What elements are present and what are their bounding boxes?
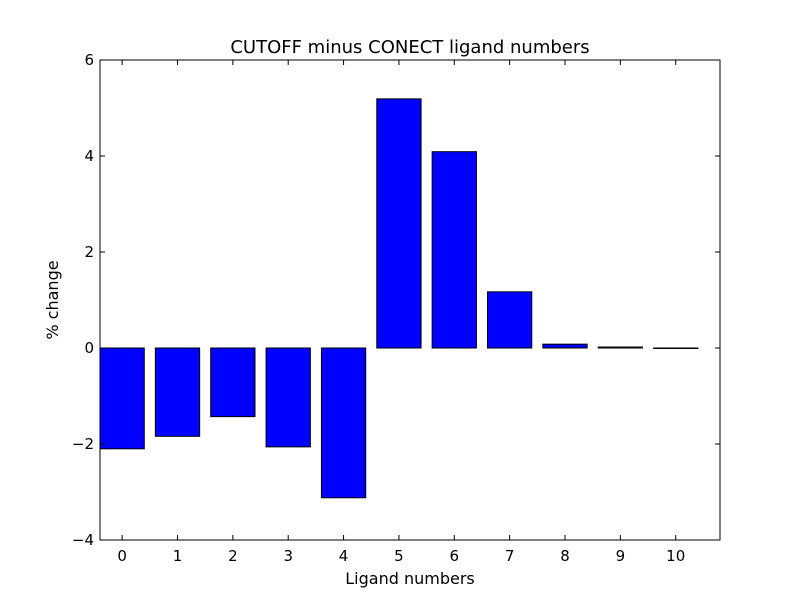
y-axis-label: % change <box>43 260 62 339</box>
x-axis-label: Ligand numbers <box>345 569 474 588</box>
x-tick-label: 3 <box>283 547 293 565</box>
bars-group <box>99 98 699 499</box>
y-tick-label: −4 <box>72 531 94 549</box>
x-tick-label: 9 <box>616 547 626 565</box>
x-tick-label: 6 <box>450 547 460 565</box>
plot-frame <box>99 59 721 541</box>
x-tick-label: 2 <box>228 547 238 565</box>
y-tick-label: 6 <box>84 51 94 69</box>
ticks-group: 0 1 2 3 4 5 6 7 8 9 10 −4 −2 0 2 4 6 <box>72 51 720 565</box>
bar-5 <box>376 98 422 349</box>
y-tick-label: 4 <box>84 147 94 165</box>
x-tick-label: 8 <box>560 547 570 565</box>
bar-7 <box>487 291 533 349</box>
x-tick-label: 0 <box>117 547 127 565</box>
bar-2 <box>210 347 256 418</box>
x-tick-label: 7 <box>505 547 515 565</box>
bar-4 <box>320 347 367 499</box>
y-tick-label: −2 <box>72 435 94 453</box>
bar-1 <box>154 347 201 437</box>
chart-title: CUTOFF minus CONECT ligand numbers <box>230 37 589 58</box>
x-tick-label: 5 <box>394 547 404 565</box>
x-tick-label: 1 <box>173 547 183 565</box>
bar-0 <box>99 347 145 450</box>
bar-8 <box>542 343 588 349</box>
bar-6 <box>431 151 477 349</box>
bar-9 <box>597 346 644 349</box>
y-tick-label: 0 <box>84 339 94 357</box>
x-tick-label: 4 <box>339 547 349 565</box>
y-tick-label: 2 <box>84 243 94 261</box>
x-tick-label: 10 <box>666 547 685 565</box>
bar-10 <box>653 347 699 349</box>
bar-3 <box>265 347 311 448</box>
